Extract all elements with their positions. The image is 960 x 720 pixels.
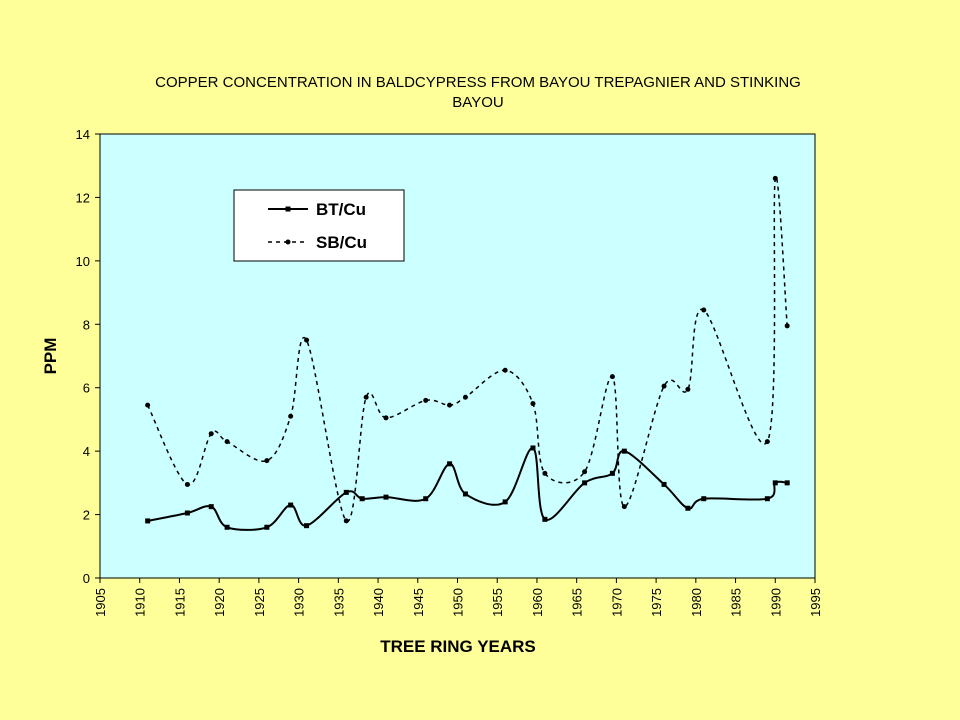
series-bt-cu xyxy=(145,445,790,531)
data-point-bt-cu xyxy=(224,524,230,530)
x-tick-label: 1925 xyxy=(252,588,267,617)
x-tick-label: 1920 xyxy=(212,588,227,617)
data-point-bt-cu xyxy=(447,461,453,467)
data-point-bt-cu xyxy=(609,470,615,476)
plot-area xyxy=(99,133,816,579)
x-tick-label: 1910 xyxy=(133,588,148,617)
data-point-bt-cu xyxy=(462,491,468,497)
data-point-sb-cu xyxy=(363,394,369,400)
data-point-bt-cu xyxy=(764,496,770,502)
x-tick-label: 1985 xyxy=(729,588,744,617)
data-point-bt-cu xyxy=(784,480,790,486)
data-point-bt-cu xyxy=(701,496,707,502)
x-tick-label: 1905 xyxy=(93,588,108,617)
y-tick-label: 4 xyxy=(83,444,90,459)
x-tick-label: 1995 xyxy=(808,588,823,617)
data-point-bt-cu xyxy=(288,502,294,508)
legend-marker-bt-cu xyxy=(285,206,291,212)
x-tick-label: 1915 xyxy=(172,588,187,617)
data-point-bt-cu xyxy=(304,523,310,529)
data-point-bt-cu xyxy=(685,505,691,511)
data-point-sb-cu xyxy=(208,431,214,437)
y-tick-label: 14 xyxy=(76,127,90,142)
data-point-sb-cu xyxy=(184,481,190,487)
legend-label-bt-cu: BT/Cu xyxy=(316,200,366,219)
x-tick-label: 1990 xyxy=(768,588,783,617)
data-point-sb-cu xyxy=(224,439,230,445)
data-point-sb-cu xyxy=(621,504,627,510)
series-sb-cu xyxy=(145,175,790,524)
data-point-bt-cu xyxy=(208,504,214,510)
legend-label-sb-cu: SB/Cu xyxy=(316,233,367,252)
data-point-bt-cu xyxy=(621,448,627,454)
data-point-sb-cu xyxy=(582,469,588,475)
x-tick-label: 1950 xyxy=(451,588,466,617)
x-axis: 1905 1910 1915 1920 1925 1930 1935 1940 1945 1950… xyxy=(93,577,823,617)
y-axis: 0 2 4 6 8 10 12 14 xyxy=(76,127,101,586)
y-axis-title: PPM xyxy=(41,338,60,375)
legend: BT/Cu SB/Cu xyxy=(233,189,405,262)
data-point-sb-cu xyxy=(343,518,349,524)
data-point-bt-cu xyxy=(542,516,548,522)
series-layer xyxy=(145,175,790,531)
x-tick-label: 1945 xyxy=(411,588,426,617)
data-point-sb-cu xyxy=(502,367,508,373)
x-tick-label: 1965 xyxy=(570,588,585,617)
x-axis-title: TREE RING YEARS xyxy=(380,637,536,656)
data-point-bt-cu xyxy=(530,445,536,451)
data-point-sb-cu xyxy=(304,337,310,343)
x-tick-label: 1955 xyxy=(490,588,505,617)
y-tick-label: 10 xyxy=(76,254,90,269)
data-point-bt-cu xyxy=(661,481,667,487)
y-tick-label: 0 xyxy=(83,571,90,586)
data-point-bt-cu xyxy=(383,494,389,500)
data-point-sb-cu xyxy=(685,386,691,392)
data-point-sb-cu xyxy=(423,397,429,403)
data-point-sb-cu xyxy=(145,402,151,408)
data-point-sb-cu xyxy=(530,401,536,407)
data-point-bt-cu xyxy=(502,499,508,505)
data-point-bt-cu xyxy=(184,510,190,516)
data-point-sb-cu xyxy=(447,402,453,408)
data-point-bt-cu xyxy=(582,480,588,486)
legend-marker-sb-cu xyxy=(285,239,291,245)
data-point-sb-cu xyxy=(383,415,389,421)
data-point-sb-cu xyxy=(264,458,270,464)
x-tick-label: 1980 xyxy=(689,588,704,617)
x-tick-label: 1935 xyxy=(331,588,346,617)
data-point-sb-cu xyxy=(764,439,770,445)
data-point-bt-cu xyxy=(343,489,349,495)
y-tick-label: 8 xyxy=(83,317,90,332)
x-tick-label: 1970 xyxy=(609,588,624,617)
data-point-sb-cu xyxy=(288,413,294,419)
data-point-bt-cu xyxy=(423,496,429,502)
data-point-sb-cu xyxy=(542,470,548,476)
data-point-bt-cu xyxy=(359,496,365,502)
x-tick-label: 1960 xyxy=(530,588,545,617)
y-tick-label: 12 xyxy=(76,190,90,205)
y-tick-label: 6 xyxy=(83,381,90,396)
chart-title-line-1: COPPER CONCENTRATION IN BALDCYPRESS FROM… xyxy=(155,74,801,91)
chart-title-line-2: BAYOU xyxy=(452,94,503,111)
data-point-sb-cu xyxy=(772,175,778,181)
data-point-sb-cu xyxy=(609,374,615,380)
x-tick-label: 1975 xyxy=(649,588,664,617)
x-tick-label: 1940 xyxy=(371,588,386,617)
data-point-sb-cu xyxy=(661,383,667,389)
data-point-sb-cu xyxy=(701,307,707,313)
data-point-bt-cu xyxy=(145,518,151,524)
legend-box xyxy=(233,189,405,262)
data-point-bt-cu xyxy=(772,480,778,486)
x-tick-label: 1930 xyxy=(292,588,307,617)
data-point-sb-cu xyxy=(784,323,790,329)
data-point-bt-cu xyxy=(264,524,270,530)
data-point-sb-cu xyxy=(462,394,468,400)
y-tick-label: 2 xyxy=(83,508,90,523)
